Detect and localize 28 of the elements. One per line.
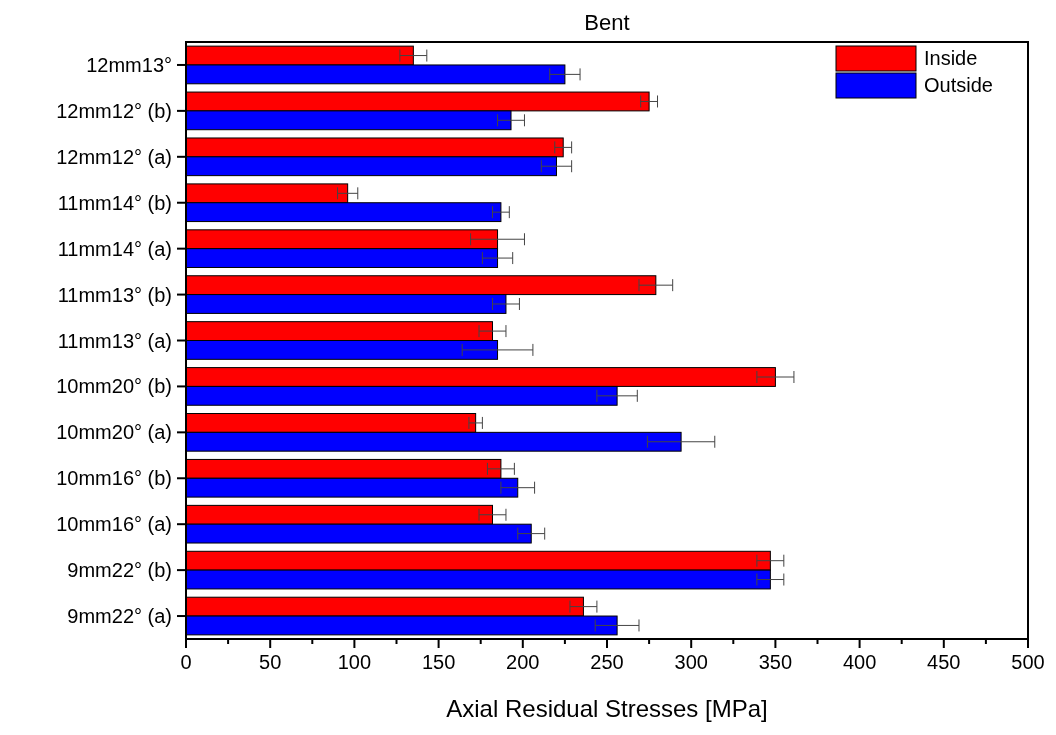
y-tick-label: 10mm16° (a)	[56, 513, 172, 536]
y-tick-label: 12mm12° (b)	[56, 99, 172, 122]
legend-label: Inside	[924, 47, 978, 69]
chart-title: Bent	[584, 10, 630, 35]
y-tick-label: 9mm22° (b)	[67, 559, 172, 582]
y-tick-label: 9mm22° (a)	[67, 605, 172, 628]
x-axis-title: Axial Residual Stresses [MPa]	[446, 695, 768, 722]
y-tick-label: 10mm16° (b)	[56, 467, 172, 490]
y-tick-label: 11mm13° (b)	[57, 283, 172, 306]
x-tick-label: 250	[590, 651, 624, 673]
x-tick-label: 300	[674, 651, 708, 673]
x-tick-label: 0	[180, 651, 192, 673]
legend-label: Outside	[924, 74, 993, 96]
x-tick-label: 200	[506, 651, 540, 673]
y-tick-label: 10mm20° (b)	[56, 375, 172, 398]
x-tick-label: 400	[842, 651, 877, 673]
x-tick-label: 450	[927, 651, 961, 673]
y-tick-label: 11mm14° (b)	[57, 191, 172, 214]
y-tick-label: 10mm20° (a)	[56, 421, 172, 444]
y-tick-label: 12mm13°	[86, 53, 172, 76]
x-tick-label: 150	[421, 651, 456, 673]
y-tick-label: 11mm14° (a)	[57, 237, 172, 260]
x-tick-label: 500	[1011, 651, 1045, 673]
x-tick-label: 50	[259, 651, 282, 673]
y-tick-label: 11mm13° (a)	[57, 329, 172, 352]
x-tick-label: 100	[337, 651, 372, 673]
y-tick-label: 12mm12° (a)	[56, 145, 172, 168]
x-tick-label: 350	[758, 651, 793, 673]
